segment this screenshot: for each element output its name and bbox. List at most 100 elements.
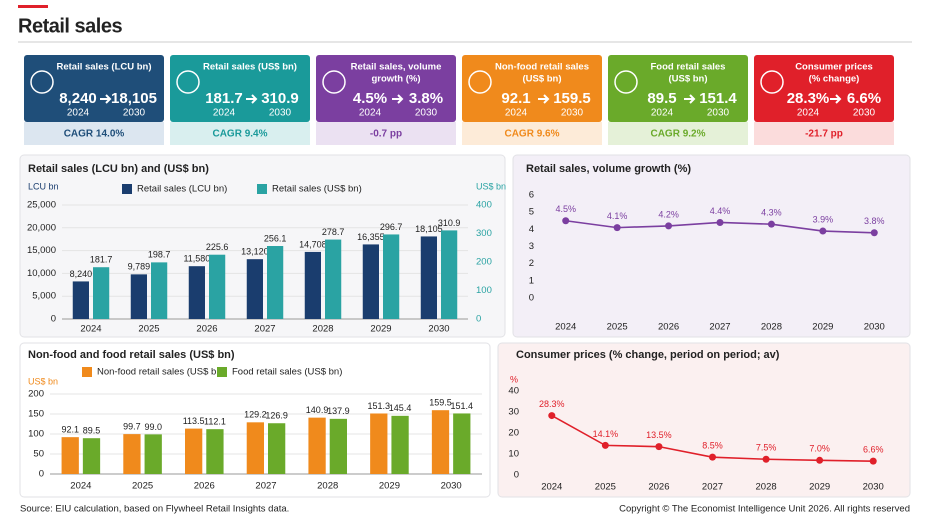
card-start-value: 28.3%	[787, 90, 830, 107]
card-arrow	[538, 94, 550, 104]
y-tick-label: 10,000	[27, 268, 56, 279]
x-tick-label: 2028	[317, 481, 338, 492]
bar	[441, 230, 458, 319]
value-label: 92.1	[61, 425, 79, 435]
card-title: growth (%)	[371, 74, 420, 85]
card-arrow	[246, 94, 258, 104]
x-tick-label: 2027	[255, 481, 276, 492]
value-label: 28.3%	[539, 399, 565, 409]
point	[665, 222, 673, 230]
x-tick-label: 2026	[648, 482, 669, 493]
card-footer-band	[316, 122, 456, 145]
x-tick-label: 2029	[812, 322, 833, 333]
x-tick-label: 2025	[138, 324, 159, 335]
card-footer: CAGR 9.2%	[650, 129, 705, 140]
y-tick-label: 20,000	[27, 222, 56, 233]
card-end-value: 310.9	[261, 90, 299, 107]
x-tick-label: 2025	[132, 481, 153, 492]
card-end-year: 2030	[707, 108, 730, 119]
card-footer-band	[608, 122, 748, 145]
point	[869, 457, 877, 465]
bar	[329, 418, 347, 474]
x-tick-label: 2030	[428, 324, 449, 335]
card-icon	[30, 70, 54, 94]
bar	[325, 239, 342, 319]
y-tick-label: 0	[529, 293, 534, 304]
point	[767, 220, 775, 228]
value-label: 6.6%	[863, 445, 884, 455]
y-tick-label: 2	[529, 258, 534, 269]
card-end-year: 2030	[561, 108, 584, 119]
x-tick-label: 2028	[756, 482, 777, 493]
legend-swatch	[217, 367, 227, 377]
value-label: 7.5%	[756, 443, 777, 453]
value-label: 113.5	[183, 416, 205, 426]
card-header	[170, 55, 310, 122]
chart-title: Non-food and food retail sales (US$ bn)	[28, 349, 235, 361]
y-tick-label: 0	[514, 470, 519, 481]
point	[762, 455, 770, 463]
bar	[362, 244, 379, 319]
point	[870, 229, 878, 237]
value-label: 4.4%	[710, 206, 731, 216]
card-start-year: 2024	[359, 108, 382, 119]
y-tick-label: 4	[529, 224, 534, 235]
y-axis-label: %	[510, 374, 518, 384]
x-tick-label: 2024	[555, 322, 576, 333]
value-label: 3.8%	[864, 216, 885, 226]
value-label: 159.5	[429, 398, 452, 408]
card-end-value: 6.6%	[847, 90, 881, 107]
card-arrow	[830, 94, 842, 104]
chart-title: Retail sales, volume growth (%)	[526, 163, 691, 175]
x-tick-label: 2029	[379, 481, 400, 492]
card-end-year: 2030	[269, 108, 292, 119]
point	[816, 456, 824, 464]
card-icon	[322, 70, 346, 94]
y-tick-label: 30	[508, 407, 519, 418]
legend-swatch	[122, 184, 132, 194]
card-title: (US$ bn)	[522, 74, 561, 85]
y-tick-label: 5	[529, 207, 534, 218]
bar	[206, 429, 224, 474]
value-label: 7.0%	[809, 444, 830, 454]
value-label: 278.7	[322, 227, 345, 237]
legend-label: Non-food retail sales (US$ bn)	[97, 367, 225, 378]
card-title: Consumer prices	[795, 62, 873, 73]
card-footer-band	[754, 122, 894, 145]
card-end-value: 3.8%	[409, 90, 443, 107]
bar	[93, 267, 110, 319]
bar	[383, 234, 400, 319]
bar	[151, 262, 168, 319]
card-icon	[176, 70, 200, 94]
value-label: 89.5	[83, 426, 101, 436]
y-tick-label: 100	[28, 429, 44, 440]
value-label: 198.7	[148, 250, 171, 260]
card-start-value: 89.5	[647, 90, 676, 107]
bar	[246, 259, 263, 319]
bar	[209, 254, 226, 319]
card-footer-band	[24, 122, 164, 145]
point	[548, 412, 556, 420]
value-label: 9,789	[128, 262, 151, 272]
value-label: 129.2	[244, 410, 267, 420]
bar	[61, 437, 79, 474]
card-end-year: 2030	[853, 108, 876, 119]
bar	[370, 413, 388, 474]
bar	[304, 251, 321, 319]
card-title: (US$ bn)	[668, 74, 707, 85]
bar	[72, 281, 89, 319]
card-title: Retail sales (US$ bn)	[203, 62, 297, 73]
card-footer: CAGR 9.6%	[504, 129, 559, 140]
value-label: 126.9	[265, 411, 288, 421]
value-label: 14,708	[299, 239, 327, 249]
y-tick-label: 40	[508, 386, 519, 397]
value-label: 13.5%	[646, 430, 672, 440]
value-label: 99.7	[123, 421, 141, 431]
copyright: Copyright © The Economist Intelligence U…	[619, 504, 910, 515]
y-tick-label: 150	[28, 409, 44, 420]
x-tick-label: 2030	[863, 482, 884, 493]
card-start-year: 2024	[67, 108, 90, 119]
x-tick-label: 2027	[709, 322, 730, 333]
value-label: 8,240	[70, 269, 93, 279]
